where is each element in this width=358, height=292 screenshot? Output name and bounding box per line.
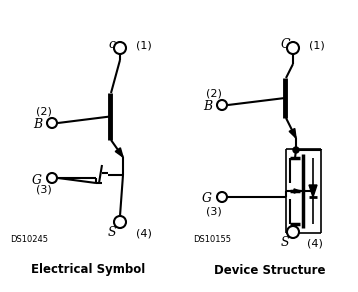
Text: (3): (3) [36,185,52,195]
Text: c: c [108,39,116,51]
Polygon shape [289,128,296,138]
Polygon shape [294,189,300,193]
Polygon shape [309,185,317,197]
Text: C: C [280,39,290,51]
Circle shape [114,216,126,228]
Text: (4): (4) [307,238,323,248]
Text: S: S [108,227,116,239]
Text: G: G [32,173,42,187]
Text: G: G [202,192,212,206]
Circle shape [293,147,299,153]
Text: B: B [203,100,212,114]
Text: (2): (2) [206,88,222,98]
Text: Device Structure: Device Structure [214,263,326,277]
Text: (2): (2) [36,106,52,116]
Text: (4): (4) [136,228,152,238]
Circle shape [47,118,57,128]
Circle shape [47,173,57,183]
Circle shape [217,192,227,202]
Text: DS10155: DS10155 [193,236,231,244]
Text: (1): (1) [136,40,152,50]
Text: S: S [281,237,289,249]
Text: B: B [33,119,42,131]
Circle shape [287,42,299,54]
Polygon shape [115,148,123,157]
Text: (1): (1) [309,40,325,50]
Text: (3): (3) [206,206,222,216]
Circle shape [114,42,126,54]
Text: Electrical Symbol: Electrical Symbol [31,263,145,277]
Circle shape [217,100,227,110]
Circle shape [287,226,299,238]
Text: DS10245: DS10245 [10,236,48,244]
